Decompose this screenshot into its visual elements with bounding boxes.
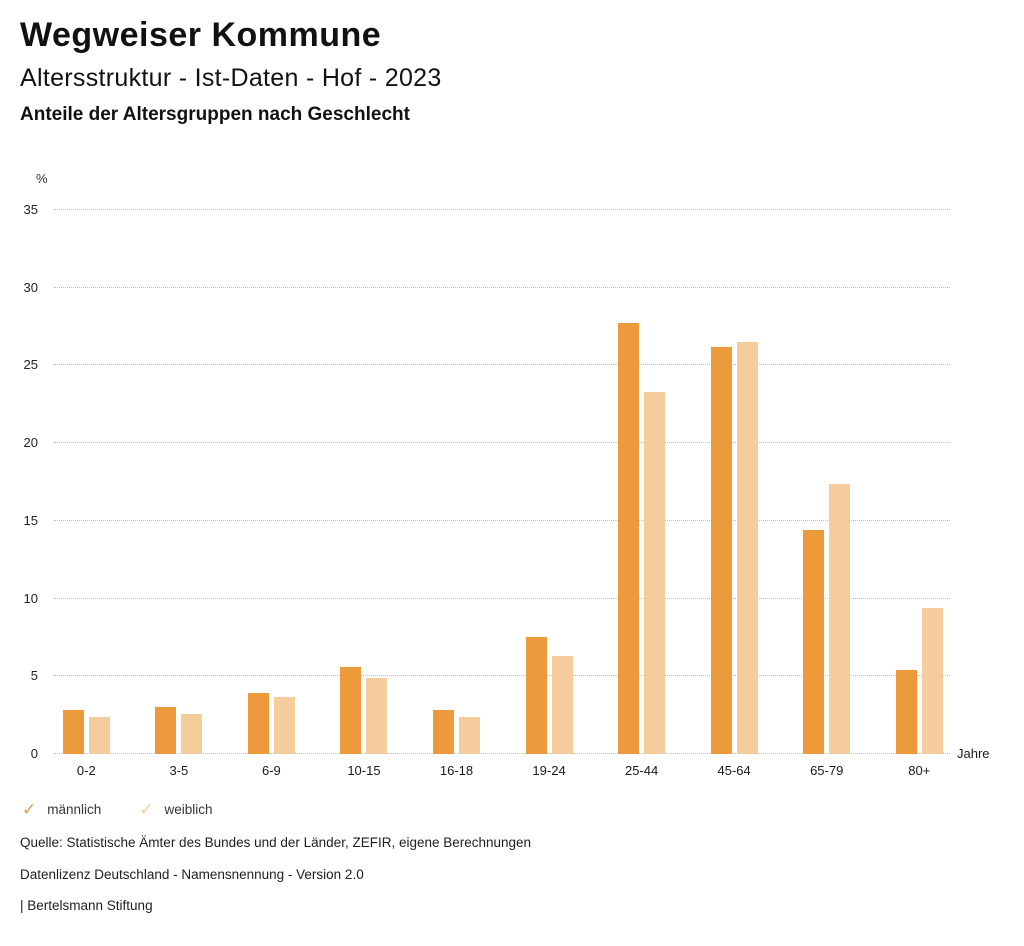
bar-weiblich-16-18[interactable] (459, 716, 480, 754)
x-tick-label-65-79: 65-79 (810, 763, 844, 778)
bar-group-3-5 (155, 707, 203, 754)
bar-männlich-45-64[interactable] (710, 346, 732, 754)
bar-weiblich-3-5[interactable] (181, 713, 203, 754)
bar-weiblich-80+[interactable] (921, 607, 943, 754)
gridline-15 (54, 519, 950, 521)
y-tick-label-25: 25 (23, 357, 38, 373)
bar-weiblich-10-15[interactable] (366, 677, 388, 754)
bar-männlich-25-44[interactable] (618, 323, 640, 754)
gridline-30 (54, 286, 950, 288)
bar-group-0-2 (62, 710, 110, 754)
bar-männlich-0-2[interactable] (62, 710, 84, 754)
bar-weiblich-25-44[interactable] (644, 391, 666, 754)
y-tick-label-30: 30 (23, 279, 38, 295)
y-axis: 35 30 25 20 15 10 5 0 (0, 202, 38, 761)
bar-männlich-16-18[interactable] (433, 710, 454, 754)
attribution-note: | Bertelsmann Stiftung (20, 898, 153, 913)
chart-heading: Anteile der Altersgruppen nach Geschlech… (20, 104, 410, 125)
gridline-20 (54, 442, 950, 444)
x-tick-label-45-64: 45-64 (717, 763, 751, 778)
check-icon: ✓ (22, 800, 37, 819)
gridline-25 (54, 364, 950, 366)
bar-group-6-9 (247, 693, 295, 754)
gridline-0 (54, 753, 950, 754)
bar-group-80+ (895, 607, 943, 754)
legend-item-label: weiblich (164, 802, 213, 817)
chart-subtitle: Altersstruktur - Ist-Daten - Hof - 2023 (20, 64, 442, 92)
x-tick-label-6-9: 6-9 (261, 763, 281, 778)
gridline-35 (54, 209, 950, 210)
x-tick-label-0-2: 0-2 (76, 763, 96, 778)
bar-männlich-6-9[interactable] (247, 693, 269, 754)
y-tick-label-0: 0 (30, 746, 38, 761)
license-note: Datenlizenz Deutschland - Namensnennung … (20, 866, 364, 882)
y-tick-label-35: 35 (23, 202, 38, 217)
x-tick-label-19-24: 19-24 (532, 763, 566, 778)
plot-area (54, 209, 950, 754)
y-tick-label-15: 15 (23, 512, 38, 528)
gridline-5 (54, 675, 950, 677)
bar-weiblich-6-9[interactable] (273, 696, 295, 754)
x-tick-label-10-15: 10-15 (347, 763, 381, 778)
bar-weiblich-19-24[interactable] (551, 656, 573, 754)
check-icon: ✓ (139, 800, 154, 819)
x-tick-label-25-44: 25-44 (624, 763, 659, 778)
page-title: Wegweiser Kommune (20, 16, 382, 54)
x-tick-label-80+: 80+ (908, 763, 931, 778)
source-note: Quelle: Statistische Ämter des Bundes un… (20, 835, 532, 850)
bar-männlich-80+[interactable] (895, 670, 917, 754)
gridline-10 (54, 597, 950, 599)
bar-group-19-24 (525, 637, 573, 754)
legend-item-männlich[interactable]: ✓ männlich (22, 801, 101, 818)
x-tick-label-16-18: 16-18 (439, 763, 474, 778)
bar-group-45-64 (710, 342, 758, 754)
x-axis-unit-label: Jahre (957, 746, 990, 761)
x-tick-label-3-5: 3-5 (169, 763, 189, 778)
bar-männlich-10-15[interactable] (340, 666, 362, 754)
y-tick-label-10: 10 (23, 590, 38, 606)
x-axis: 0-2 3-5 6-9 10-15 16-18 19-24 25-44 45-64 65-79 8… (0, 763, 1024, 783)
bar-weiblich-65-79[interactable] (829, 483, 851, 754)
y-axis-unit-label: % (36, 171, 48, 186)
bar-group-25-44 (618, 323, 666, 754)
bar-weiblich-45-64[interactable] (736, 342, 758, 754)
bar-männlich-19-24[interactable] (525, 637, 547, 754)
footer: Quelle: Statistische Ämter des Bundes un… (20, 836, 920, 931)
legend-item-label: männlich (47, 802, 102, 817)
bar-männlich-3-5[interactable] (155, 707, 177, 754)
y-tick-label-5: 5 (30, 668, 38, 684)
bar-weiblich-0-2[interactable] (88, 716, 110, 754)
bar-group-65-79 (803, 483, 851, 754)
bar-männlich-65-79[interactable] (803, 530, 825, 754)
legend-item-weiblich[interactable]: ✓ weiblich (139, 801, 212, 818)
y-tick-label-20: 20 (23, 435, 38, 451)
legend: ✓ männlich ✓ weiblich (22, 801, 213, 818)
bar-group-10-15 (340, 666, 388, 754)
bar-group-16-18 (433, 710, 480, 754)
